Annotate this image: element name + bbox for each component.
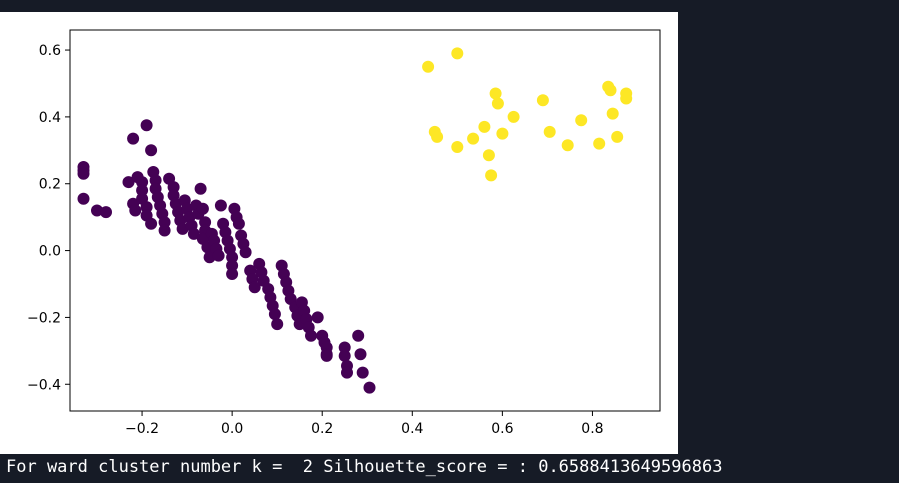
cluster-1-point xyxy=(561,139,574,152)
cluster-1-point xyxy=(620,92,633,105)
x-tick-label: −0.2 xyxy=(125,421,159,437)
y-tick-label: 0.4 xyxy=(39,110,61,126)
cluster-0-point xyxy=(305,329,317,342)
cluster-0-point xyxy=(356,366,369,379)
x-tick-label: 0.0 xyxy=(221,421,243,437)
ticks-layer: −0.2 0.0 0.2 0.4 0.6 0.8 0.6 0.4 0.2 0.0 −0.2 −0.4 xyxy=(27,43,604,437)
cluster-1-point xyxy=(536,94,549,107)
cluster-1-point xyxy=(478,120,491,133)
cluster-0-point xyxy=(77,167,90,180)
cluster-0-point xyxy=(338,349,351,362)
cluster-0-point xyxy=(338,341,351,354)
cluster-0-point xyxy=(136,184,149,197)
cluster-0-point xyxy=(354,348,367,361)
cluster-0-point xyxy=(167,181,180,194)
cluster-0-point xyxy=(176,222,189,235)
x-tick-label: 0.8 xyxy=(581,421,603,437)
x-tick-label: 0.2 xyxy=(311,421,333,437)
cluster-0-point xyxy=(145,144,158,157)
y-tick-label: −0.4 xyxy=(27,377,61,393)
cluster-0-point xyxy=(352,329,365,342)
cluster-0-point xyxy=(140,201,153,214)
cluster-0-point xyxy=(100,206,112,219)
cluster-1-point xyxy=(604,84,617,97)
y-tick-label: −0.2 xyxy=(27,310,61,326)
cluster-1-point xyxy=(489,87,502,100)
cluster-0-point xyxy=(158,224,171,237)
cluster-1-point xyxy=(467,132,480,145)
cluster-0-point xyxy=(196,202,209,215)
cluster-0-point xyxy=(91,204,103,217)
cluster-0-point xyxy=(136,176,149,189)
cluster-0-point xyxy=(226,268,239,280)
x-tick-label: 0.4 xyxy=(401,421,423,437)
cluster-1-point xyxy=(485,169,498,182)
cluster-1-point xyxy=(451,47,464,60)
cluster-0-point xyxy=(239,246,252,259)
cluster-1-point xyxy=(611,130,624,143)
cluster-1-point xyxy=(451,141,464,153)
cluster-0-point xyxy=(363,381,376,394)
cluster-0-point xyxy=(320,349,333,362)
cluster-1-point xyxy=(431,130,444,143)
cluster-0-point xyxy=(203,251,216,264)
cluster-0-point xyxy=(187,227,200,240)
cluster-0-point xyxy=(268,308,281,321)
cluster-0-point xyxy=(122,176,135,189)
cluster-1-point xyxy=(575,114,588,127)
output-text: For ward cluster number k = 2 Silhouette… xyxy=(6,457,723,477)
cluster-1-point xyxy=(496,127,509,140)
plot-panel: −0.2 0.0 0.2 0.4 0.6 0.8 0.6 0.4 0.2 0.0 −0.2 −0.4 xyxy=(0,12,678,454)
cluster-0-point xyxy=(158,216,171,229)
y-tick-label: 0.6 xyxy=(39,43,61,59)
cluster-0-point xyxy=(127,132,140,145)
cluster-0-point xyxy=(149,174,162,187)
plot-frame xyxy=(69,29,661,412)
cluster-0-point xyxy=(271,318,284,331)
cluster-0-point xyxy=(226,259,239,272)
cluster-0-point xyxy=(199,216,212,229)
cluster-0-point xyxy=(145,217,158,230)
y-tick-label: 0.2 xyxy=(39,177,61,193)
cluster-0-point xyxy=(311,311,324,324)
cluster-0-point xyxy=(226,251,239,264)
cluster-0-point xyxy=(194,182,207,195)
cluster-0-point xyxy=(232,217,245,230)
cluster-1-point xyxy=(482,149,495,162)
cluster-1-point xyxy=(543,125,556,138)
cluster-1-point xyxy=(593,137,606,150)
cluster-0-point xyxy=(140,119,153,132)
cluster-1-point xyxy=(507,110,520,123)
cluster-1-point xyxy=(422,60,435,73)
cluster-0-point xyxy=(77,192,90,205)
cluster-1-point xyxy=(491,97,504,110)
cluster-0-point xyxy=(129,204,142,217)
y-tick-label: 0.0 xyxy=(39,244,61,260)
cluster-0-point xyxy=(212,249,225,262)
cluster-0-point xyxy=(341,366,353,379)
cluster-0-point xyxy=(214,199,227,212)
points-layer xyxy=(77,47,633,394)
cluster-0-point xyxy=(248,281,261,294)
x-tick-label: 0.6 xyxy=(491,421,513,437)
scatter-chart: −0.2 0.0 0.2 0.4 0.6 0.8 0.6 0.4 0.2 0.0 −0.2 −0.4 xyxy=(27,29,661,437)
cluster-1-point xyxy=(606,107,619,120)
